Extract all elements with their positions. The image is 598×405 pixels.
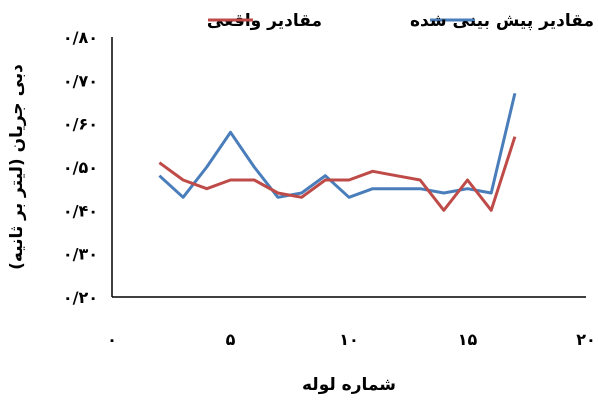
y-axis-ticks: ۰/۲۰ ۰/۳۰ ۰/۴۰ ۰/۵۰ ۰/۶۰ ۰/۷۰ ۰/۸۰ (63, 28, 98, 307)
y-axis-title: دبی جریان (لیتر بر ثانیه) (7, 64, 27, 270)
legend: مقادیر واقعی مقادیر پیش بینی شده (207, 11, 594, 31)
y-tick-label: ۰/۲۰ (63, 288, 98, 307)
legend-label-predicted: مقادیر پیش بینی شده (410, 11, 594, 31)
series-lines (158, 92, 517, 212)
x-axis-title: شماره لوله (302, 375, 396, 395)
legend-label-actual: مقادیر واقعی (207, 11, 322, 31)
x-tick-label: ۲۰ (576, 330, 596, 349)
x-tick-label: ۰ (107, 330, 117, 349)
y-tick-label: ۰/۸۰ (63, 28, 98, 47)
x-tick-label: ۱۰ (339, 330, 359, 349)
y-tick-label: ۰/۵۰ (63, 158, 98, 177)
x-axis-ticks: ۰ ۵ ۱۰ ۱۵ ۲۰ (107, 330, 596, 349)
x-tick-label: ۵ (226, 330, 236, 349)
y-tick-label: ۰/۴۰ (63, 201, 98, 220)
series-line-predicted (158, 136, 517, 212)
series-line-actual (158, 92, 517, 199)
y-tick-label: ۰/۷۰ (63, 71, 98, 90)
y-tick-label: ۰/۳۰ (63, 245, 98, 264)
y-tick-label: ۰/۶۰ (63, 115, 98, 134)
x-tick-label: ۱۵ (458, 330, 478, 349)
